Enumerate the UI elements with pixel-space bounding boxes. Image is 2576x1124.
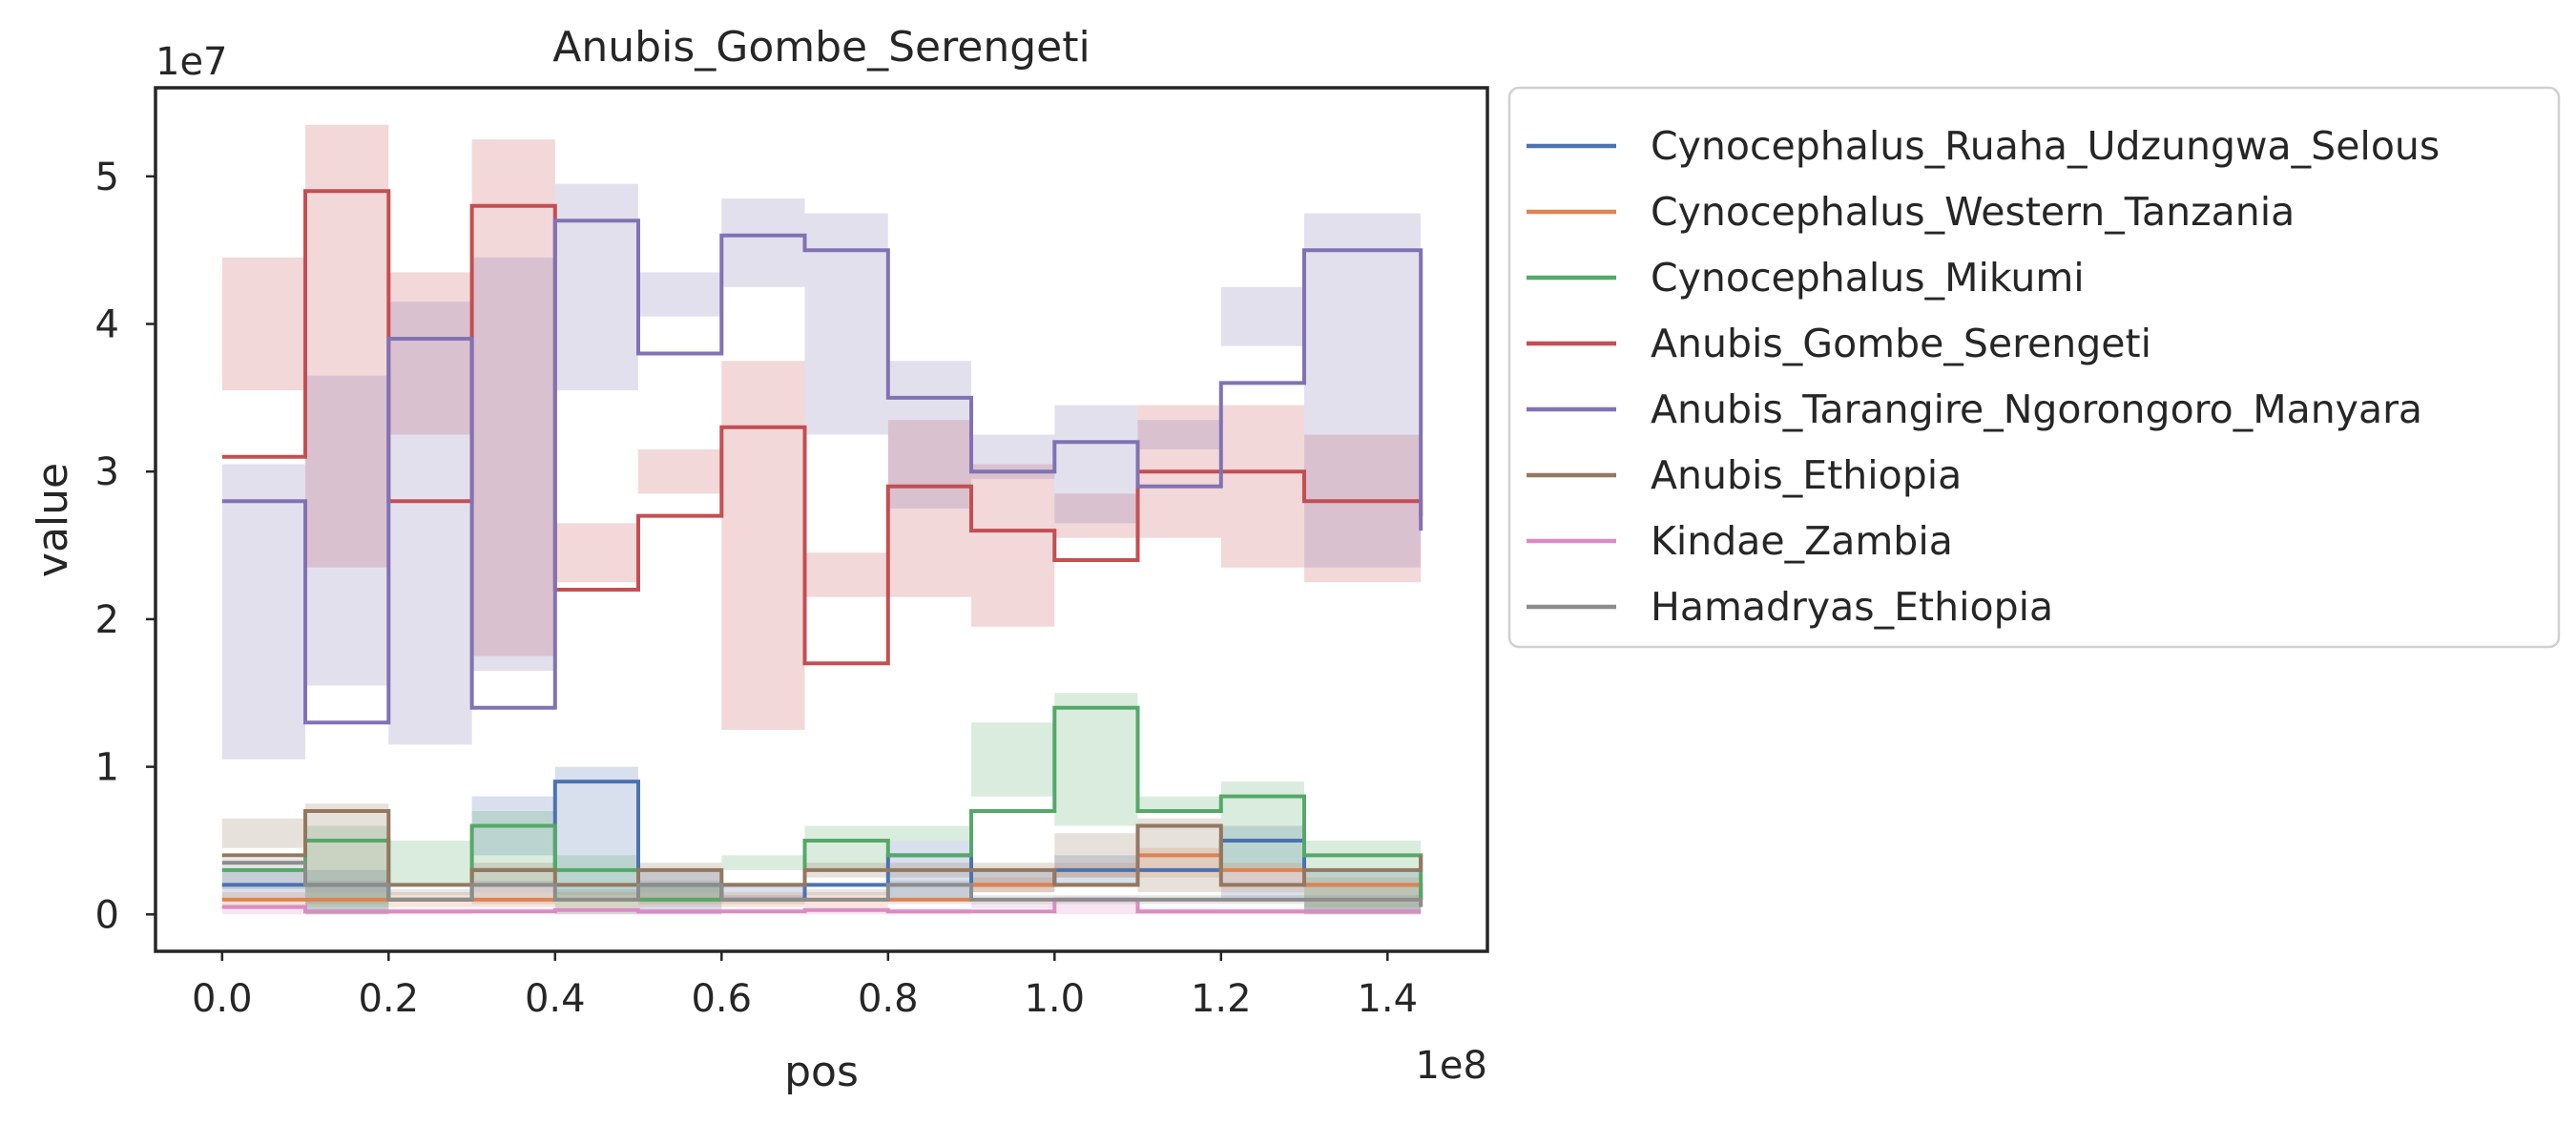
y-tick-label: 4	[95, 303, 119, 347]
series-band-4	[221, 183, 1422, 760]
series-line-7	[221, 861, 1423, 907]
chart-title: Anubis_Gombe_Serengeti	[552, 23, 1090, 72]
x-axis-ticks: 0.0 0.2 0.4 0.6 0.8 1.0 1.2 1.4	[192, 951, 1418, 1021]
y-tick-label: 3	[95, 450, 119, 494]
series-band-1	[221, 847, 1422, 907]
legend-label-1: Cynocephalus_Western_Tanzania	[1651, 189, 2295, 235]
legend-label-4: Anubis_Tarangire_Ngorongoro_Manyara	[1651, 386, 2422, 432]
series-line-6	[221, 897, 1422, 914]
legend: Cynocephalus_Ruaha_Udzungwa_Selous Cynoce…	[1507, 86, 2561, 649]
series-band-3	[221, 124, 1422, 730]
legend-label-3: Anubis_Gombe_Serengeti	[1651, 321, 2151, 366]
series-band-0	[221, 766, 1422, 915]
legend-label-6: Kindae_Zambia	[1651, 518, 1953, 564]
y-tick-label: 5	[95, 156, 119, 199]
x-tick-label: 1.0	[1024, 977, 1085, 1021]
legend-label-7: Hamadryas_Ethiopia	[1651, 584, 2053, 630]
legend-label-5: Anubis_Ethiopia	[1651, 452, 1962, 498]
y-axis-offset-label: 1e7	[156, 40, 228, 84]
plot-area-frame	[154, 86, 1489, 953]
x-tick-label: 0.8	[858, 977, 919, 1021]
series-lines	[221, 189, 1423, 914]
x-tick-label: 0.6	[691, 977, 752, 1021]
y-axis-ticks: 0 1 2 3 4 5	[95, 156, 156, 937]
x-tick-label: 0.2	[358, 977, 419, 1021]
series-line-4	[221, 219, 1423, 725]
y-tick-label: 1	[95, 746, 119, 790]
x-tick-label: 1.2	[1191, 977, 1252, 1021]
y-axis-label: value	[29, 463, 77, 577]
x-axis-label: pos	[784, 1048, 859, 1096]
legend-label-0: Cynocephalus_Ruaha_Udzungwa_Selous	[1651, 123, 2440, 169]
x-axis-offset-label: 1e8	[1415, 1044, 1487, 1088]
y-tick-label: 0	[95, 893, 119, 937]
x-tick-label: 0.4	[525, 977, 586, 1021]
x-tick-label: 0.0	[192, 977, 253, 1021]
legend-frame	[1507, 86, 2561, 649]
series-band-2	[221, 693, 1422, 915]
series-line-5	[221, 809, 1423, 887]
series-line-3	[221, 189, 1423, 666]
y-tick-label: 2	[95, 598, 119, 642]
x-tick-label: 1.4	[1357, 977, 1418, 1021]
legend-label-2: Cynocephalus_Mikumi	[1651, 255, 2085, 301]
